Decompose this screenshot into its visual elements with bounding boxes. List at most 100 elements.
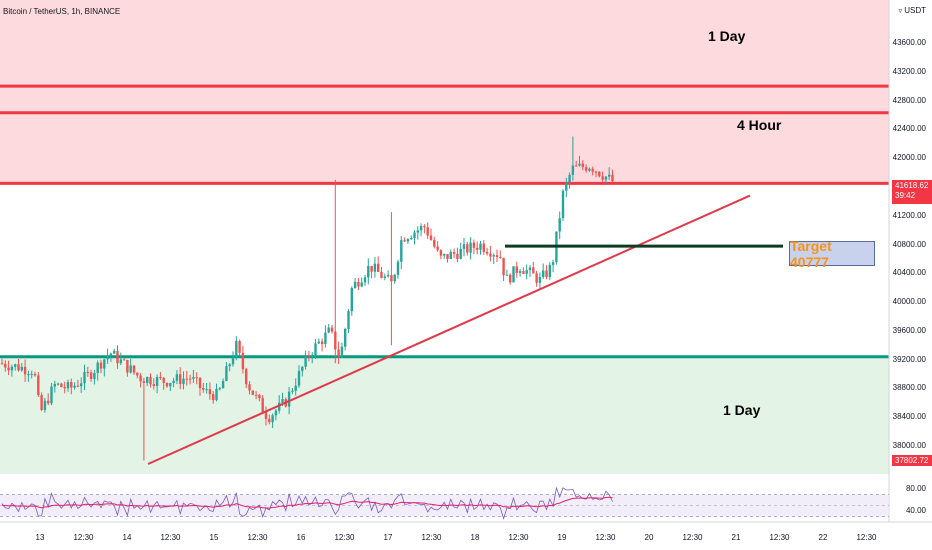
candle-body — [0, 363, 4, 365]
candle-body — [195, 377, 198, 379]
candle-body — [509, 274, 512, 283]
candle-body — [116, 350, 119, 364]
low-price-tag: 37802.72 — [892, 455, 932, 466]
price-tick: 38000.00 — [892, 441, 926, 450]
candle-body — [278, 402, 281, 411]
candle-body — [528, 267, 532, 271]
candle-body — [419, 226, 423, 231]
candle-body — [47, 400, 50, 404]
candle-body — [198, 377, 202, 389]
candle-body — [212, 394, 215, 401]
candle-body — [208, 389, 212, 395]
candle-body — [155, 377, 159, 386]
candle-body — [400, 240, 403, 262]
candle-body — [73, 385, 76, 388]
candle-body — [413, 232, 416, 239]
candle-body — [459, 248, 462, 259]
candle-body — [571, 165, 575, 175]
trendline — [147, 194, 751, 465]
time-tick: 18 — [470, 533, 480, 542]
target-box[interactable]: Target 40777 — [789, 238, 875, 270]
candle-body — [271, 415, 274, 423]
candle-body — [106, 355, 109, 360]
rsi-panel — [0, 486, 889, 520]
currency-text: USDT — [904, 6, 926, 15]
candle-body — [386, 275, 390, 277]
candle-body — [324, 332, 327, 345]
candle-body — [578, 163, 581, 166]
time-tick: 14 — [122, 533, 132, 542]
candle-body — [109, 353, 113, 356]
candle-body — [317, 341, 320, 344]
candle-body — [113, 350, 116, 354]
candle-body — [251, 390, 254, 395]
candle-body — [565, 182, 568, 191]
time-tick: 12:30 — [421, 533, 442, 542]
last-price-value: 41618.62 — [895, 181, 929, 190]
candle-body — [30, 373, 33, 375]
price-tick: 38400.00 — [892, 412, 926, 422]
candle-body — [225, 366, 228, 381]
candle-body — [456, 253, 459, 259]
candle-body — [479, 243, 482, 250]
candle-body — [311, 354, 314, 357]
candle-body — [43, 400, 47, 410]
time-tick: 16 — [296, 533, 306, 542]
candle-body — [14, 364, 17, 367]
candle-body — [446, 254, 449, 259]
candle-body — [561, 190, 565, 219]
overlays-layer — [147, 194, 783, 465]
candle-body — [40, 395, 43, 410]
time-tick: 12:30 — [73, 533, 94, 542]
candle-body — [611, 174, 614, 182]
candle-body — [99, 362, 103, 369]
candle-body — [344, 328, 347, 347]
candle-body — [268, 418, 271, 423]
candle-body — [482, 243, 485, 252]
candle-body — [66, 382, 70, 389]
candle-body — [152, 384, 155, 386]
candle-body — [297, 370, 301, 386]
candle-body — [518, 271, 522, 273]
candle-body — [202, 388, 205, 390]
candle-body — [330, 327, 334, 332]
chevron-down-icon: ▿ — [898, 8, 902, 15]
time-tick: 15 — [209, 533, 219, 542]
price-tick: 42000.00 — [892, 153, 926, 163]
candle-body — [172, 380, 175, 384]
time-tick: 17 — [383, 533, 393, 542]
candle-body — [146, 377, 149, 383]
candle-body — [139, 375, 142, 382]
currency-label[interactable]: ▿ USDT — [898, 6, 926, 15]
bar-countdown: 39:42 — [895, 191, 916, 200]
time-tick: 12:30 — [682, 533, 703, 542]
candle-body — [33, 373, 37, 376]
price-tick: 43200.00 — [892, 66, 926, 76]
time-tick: 12:30 — [247, 533, 268, 542]
candle-body — [429, 235, 433, 240]
candle-body — [7, 367, 10, 371]
candle-body — [575, 165, 578, 167]
candle-body — [604, 176, 608, 180]
symbol-title[interactable]: Bitcoin / TetherUS, 1h, BINANCE — [3, 7, 121, 16]
candle-body — [403, 240, 406, 242]
candle-body — [492, 255, 495, 257]
candle-body — [542, 270, 545, 278]
candle-body — [254, 394, 258, 396]
candle-body — [581, 163, 584, 168]
candle-body — [96, 362, 99, 373]
candle-body — [238, 340, 241, 353]
price-tick: 40800.00 — [892, 239, 926, 249]
candle-body — [426, 227, 429, 236]
support-zone — [0, 356, 889, 474]
candle-body — [83, 371, 86, 384]
candle-body — [377, 263, 380, 272]
candle-body — [235, 340, 238, 358]
candle-body — [499, 257, 502, 259]
candle-body — [149, 377, 152, 385]
candle-body — [357, 281, 360, 287]
candle-body — [393, 274, 396, 282]
candle-body — [169, 383, 172, 387]
